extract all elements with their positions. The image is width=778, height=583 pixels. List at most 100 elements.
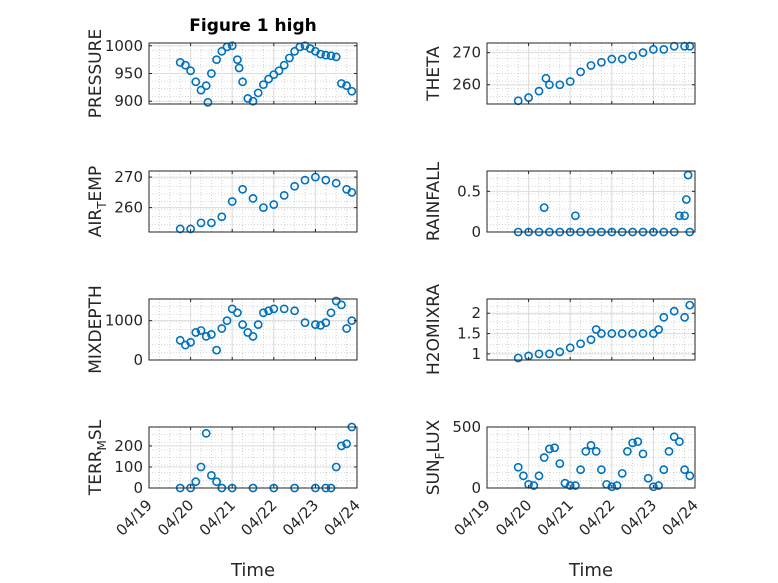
y-tick-label: 1 — [471, 345, 481, 363]
x-tick-label: 04/20 — [154, 496, 197, 539]
data-point — [638, 449, 648, 459]
data-point — [545, 349, 554, 359]
data-point — [336, 79, 346, 88]
data-point — [212, 345, 221, 355]
data-point — [234, 63, 244, 73]
data-point — [258, 308, 268, 318]
data-point — [191, 77, 201, 87]
data-point — [555, 347, 565, 357]
data-point — [534, 349, 544, 359]
data-point — [342, 439, 351, 449]
data-point — [321, 175, 331, 185]
data-point — [191, 328, 201, 337]
data-point — [290, 306, 299, 316]
data-point — [675, 437, 684, 447]
data-point — [576, 67, 585, 77]
data-point — [628, 329, 637, 338]
axis-frame — [486, 298, 696, 361]
data-point — [201, 81, 211, 91]
data-point — [617, 54, 627, 64]
data-point — [513, 462, 523, 472]
data-point — [284, 53, 294, 63]
data-point — [628, 438, 637, 448]
subplot-theta: 260 270 THETA — [424, 41, 696, 106]
data-point — [331, 178, 341, 188]
data-point — [612, 481, 622, 490]
data-point — [664, 446, 674, 456]
y-tick-label: 100 — [114, 458, 143, 476]
data-point — [180, 60, 190, 70]
data-point — [534, 86, 544, 96]
data-point — [217, 324, 227, 333]
data-point — [560, 478, 570, 488]
data-point — [669, 432, 679, 442]
y-tick-label: 2 — [471, 304, 481, 322]
data-point — [212, 477, 221, 487]
data-point — [186, 66, 195, 76]
data-point — [217, 46, 227, 56]
y-axis-label: AIRTEMP — [86, 166, 109, 237]
y-tick-label: 260 — [452, 76, 481, 94]
y-tick-label: 0 — [133, 479, 143, 497]
data-point — [669, 306, 679, 316]
y-tick-label: 260 — [114, 199, 143, 217]
y-tick-label: 270 — [114, 168, 143, 186]
data-point — [685, 471, 695, 481]
data-point — [279, 190, 289, 200]
data-point — [565, 77, 575, 86]
data-point — [175, 335, 185, 345]
axis-frame — [486, 170, 696, 233]
y-axis-label: MIXDEPTH — [86, 285, 106, 374]
y-tick-label: 270 — [452, 44, 481, 62]
data-point — [201, 428, 211, 438]
data-point — [206, 330, 216, 339]
data-point — [539, 203, 549, 212]
data-point — [201, 331, 211, 341]
data-point — [222, 316, 232, 326]
data-point — [565, 481, 575, 490]
data-point — [300, 175, 310, 185]
x-tick-label: 04/23 — [279, 496, 322, 539]
axis-frame — [148, 170, 358, 233]
data-point — [675, 211, 684, 221]
x-tick-label: 04/22 — [237, 496, 280, 539]
axis-frame — [486, 426, 696, 489]
data-point — [565, 343, 575, 353]
data-point — [196, 326, 206, 335]
data-point — [269, 304, 279, 314]
data-point — [191, 477, 201, 487]
data-point — [238, 320, 247, 329]
data-point — [680, 465, 689, 475]
axis-frame — [486, 42, 696, 105]
data-point — [617, 468, 627, 478]
data-point — [290, 181, 299, 191]
data-point — [232, 55, 242, 65]
data-point — [643, 473, 653, 483]
subplot-sun: 0 500 SUNFLUX04/1904/2004/2104/2204/2304/2… — [424, 418, 702, 581]
data-point — [258, 80, 268, 89]
data-point — [336, 300, 346, 310]
data-point — [586, 440, 596, 450]
data-point — [534, 471, 544, 481]
x-tick-label: 04/23 — [617, 496, 660, 539]
axis-frame — [148, 298, 358, 361]
data-point — [633, 437, 643, 447]
data-point — [336, 441, 346, 451]
data-point — [203, 97, 213, 107]
data-point — [628, 51, 637, 61]
data-point — [253, 320, 263, 329]
data-point — [310, 320, 320, 329]
data-point — [238, 77, 247, 87]
data-point — [638, 48, 648, 58]
data-point — [586, 335, 596, 345]
data-point — [321, 50, 331, 60]
data-point — [227, 41, 237, 51]
data-point — [659, 465, 669, 475]
data-point — [597, 465, 606, 475]
data-point — [248, 194, 258, 203]
data-point — [654, 325, 663, 334]
data-point — [680, 312, 689, 322]
y-tick-label: 1000 — [105, 312, 143, 330]
y-axis-label: H2OMIXRA — [424, 284, 444, 375]
y-axis-label: TERRMSL — [86, 419, 109, 496]
